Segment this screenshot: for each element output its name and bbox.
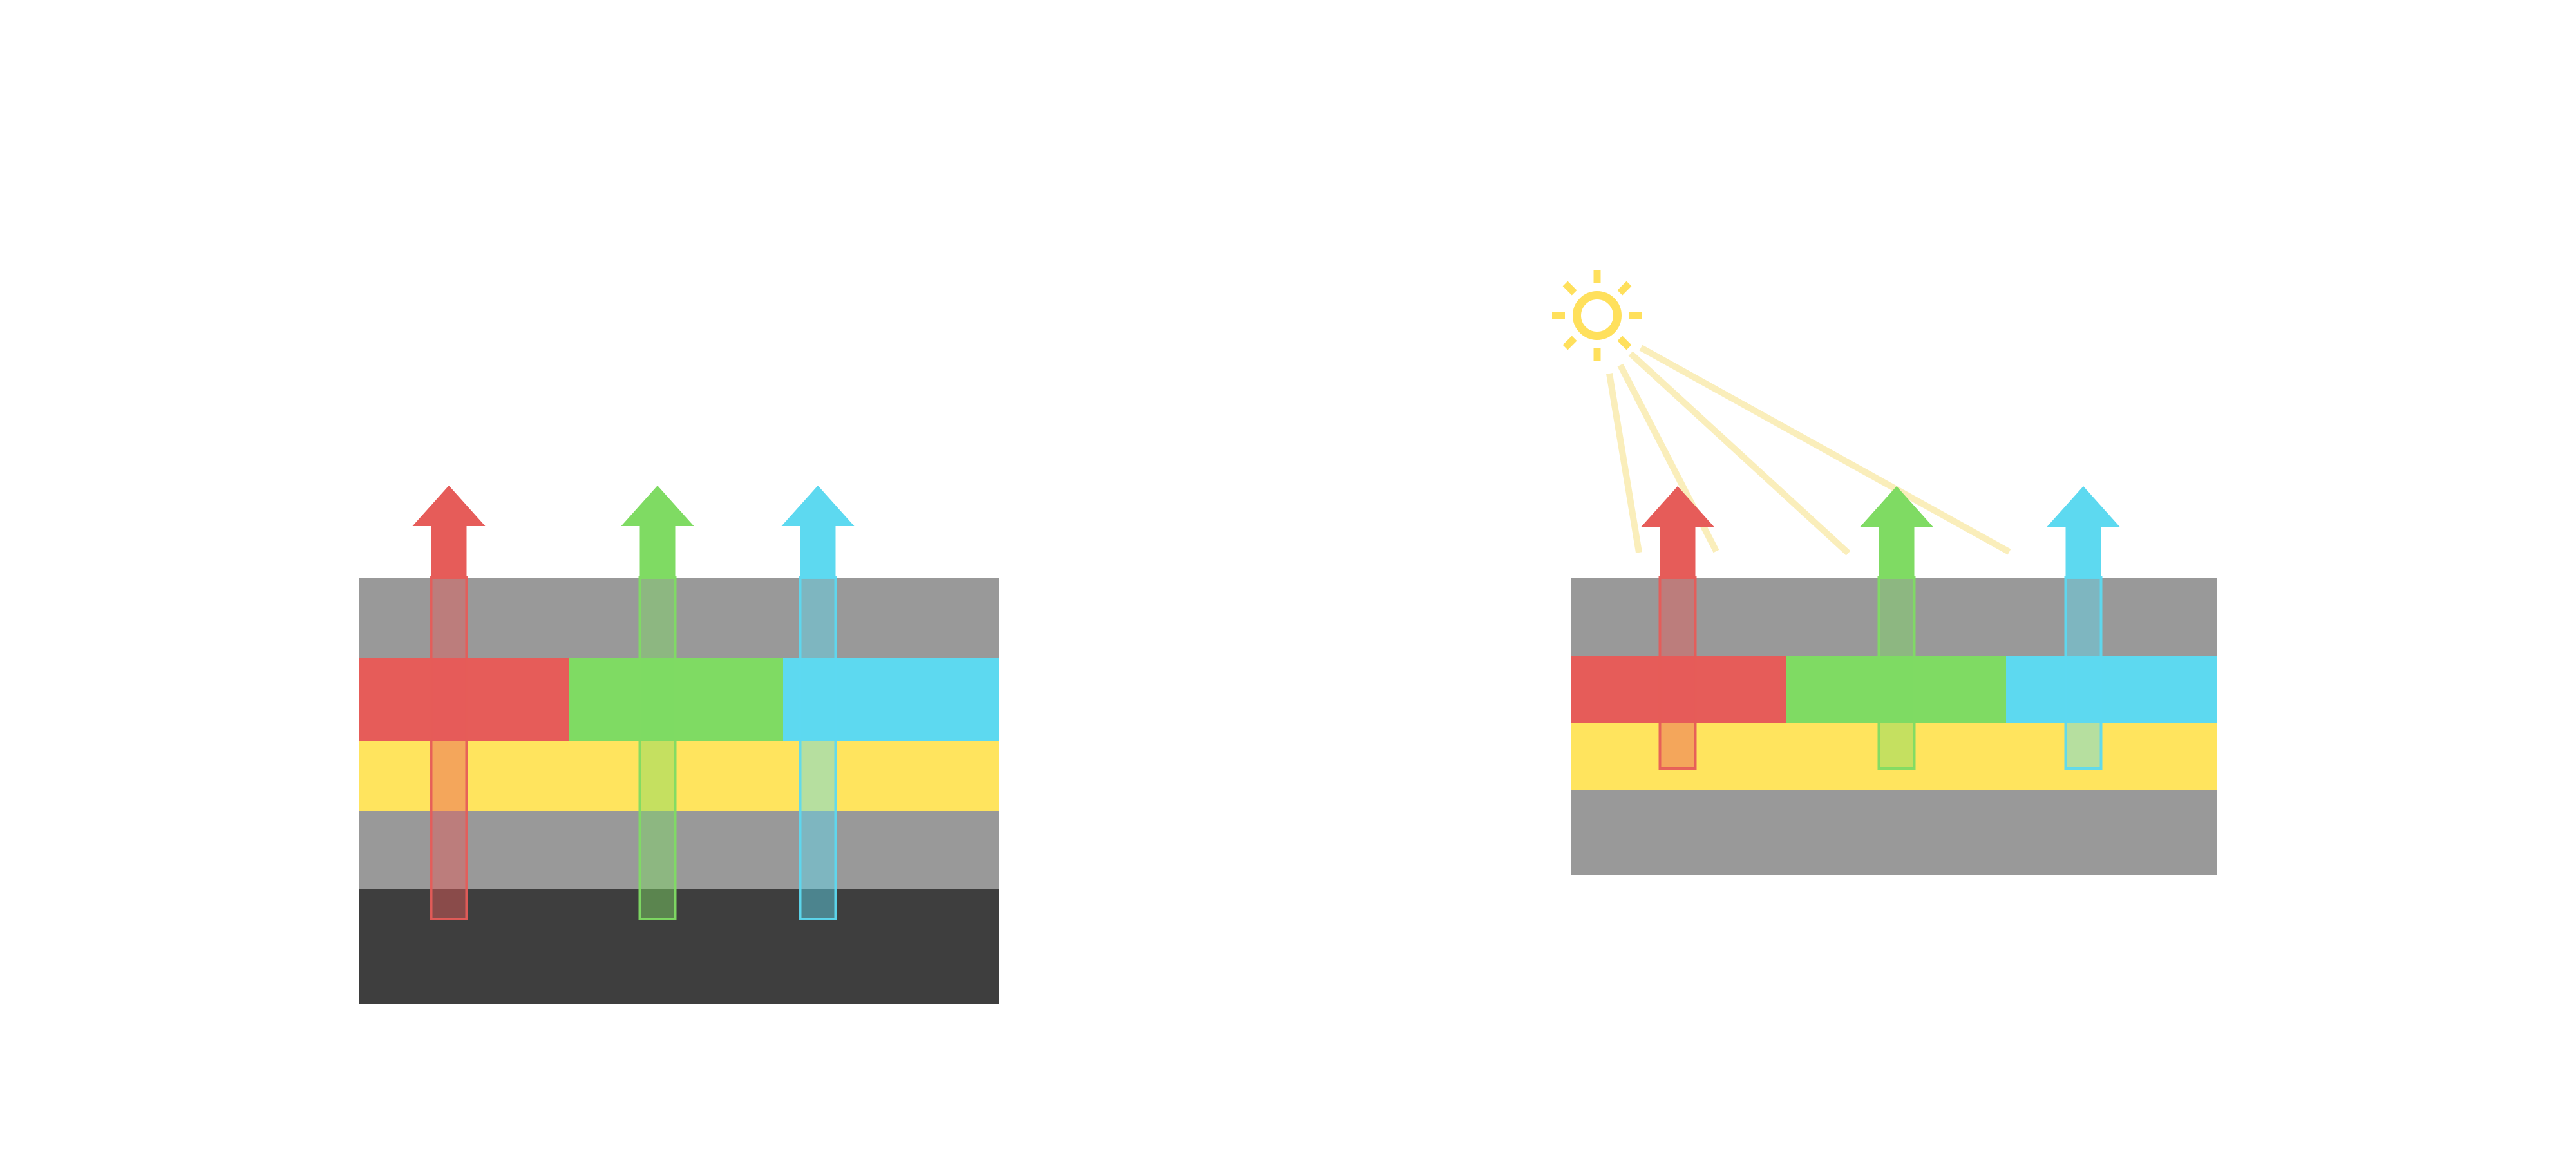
red-filter-segment [1571, 656, 1786, 723]
arrow-shaft-solid [639, 526, 676, 578]
green-filter-segment [1786, 656, 2006, 723]
cyan-emission-arrow [2047, 486, 2120, 770]
arrow-shaft-solid [431, 526, 467, 578]
green-emission-arrow [1860, 486, 1933, 770]
sun-ray-1 [1606, 373, 1642, 553]
arrow-shaft-transmitted [430, 576, 468, 920]
sun-ray-3 [1628, 351, 1851, 556]
arrow-shaft-transmitted [2064, 576, 2103, 770]
illuminated-panel [1552, 270, 2217, 875]
yellow-layer [1571, 723, 2217, 790]
arrow-shaft-solid [1879, 527, 1915, 578]
sun-ring [1573, 291, 1622, 340]
emission-arrows-group [412, 486, 855, 920]
arrow-shaft-solid [2065, 527, 2101, 578]
green-emission-arrow [621, 486, 694, 920]
arrow-shaft-solid [800, 526, 836, 578]
red-emission-arrow [1641, 486, 1714, 770]
red-filter-segment [359, 658, 569, 741]
sun-ray-spoke-8 [1562, 281, 1577, 296]
arrow-shaft-transmitted [1658, 576, 1697, 770]
red-emission-arrow [412, 486, 486, 920]
arrow-head [412, 486, 486, 526]
top-gray-layer [1571, 578, 2217, 656]
arrow-shaft-transmitted [799, 576, 837, 920]
layer-stack [359, 578, 999, 1004]
arrow-head [621, 486, 694, 526]
dark-panel [359, 486, 999, 1004]
bottom-gray-layer [1571, 790, 2217, 875]
sun-ray-spoke-2 [1617, 281, 1632, 296]
cyan-emission-arrow [781, 486, 855, 920]
cyan-filter-segment [2006, 656, 2217, 723]
sun-icon [1552, 270, 1642, 361]
sun-ray-4 [1639, 345, 2011, 555]
emission-arrows-group [1641, 486, 2120, 770]
arrow-shaft-transmitted [1877, 576, 1916, 770]
arrow-head [1641, 486, 1714, 527]
arrow-shaft-transmitted [638, 576, 677, 920]
arrow-head [2047, 486, 2120, 527]
arrow-head [1860, 486, 1933, 527]
sun-ray-spoke-4 [1617, 336, 1632, 350]
cyan-filter-segment [783, 658, 999, 741]
sun-ray-spoke-6 [1562, 336, 1577, 350]
arrow-head [781, 486, 855, 526]
layer-stack [1571, 578, 2217, 875]
arrow-shaft-solid [1660, 527, 1696, 578]
